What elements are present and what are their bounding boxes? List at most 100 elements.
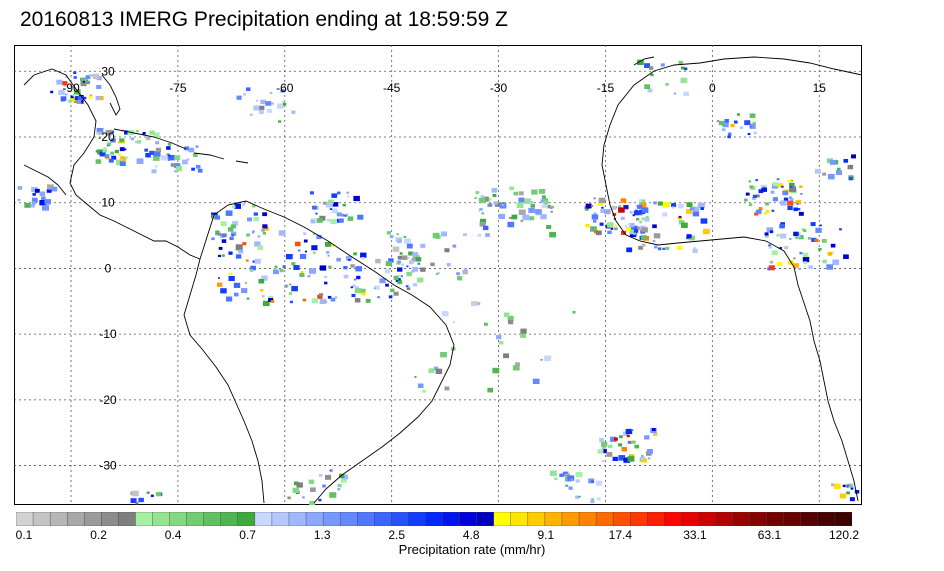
precip-cell: [614, 437, 618, 441]
precip-cell: [787, 179, 792, 183]
precip-cell: [268, 295, 274, 300]
precip-cell: [632, 214, 636, 217]
precip-cell: [779, 223, 785, 229]
precip-cell: [227, 227, 234, 232]
precip-cell: [220, 221, 227, 227]
precip-cell: [310, 487, 316, 492]
precip-cell: [744, 120, 751, 126]
precip-cell: [657, 247, 662, 251]
precip-cell: [300, 271, 304, 274]
colorbar-title: Precipitation rate (mm/hr): [398, 542, 546, 557]
cuba: [113, 128, 187, 150]
precip-cell: [117, 141, 120, 144]
precip-cell: [762, 186, 766, 189]
precip-cell: [618, 207, 625, 213]
precip-cell: [634, 444, 640, 449]
precip-cell: [796, 203, 799, 205]
precip-cell: [249, 113, 253, 116]
precip-cell: [167, 159, 170, 161]
precip-cell: [233, 292, 239, 297]
precip-cell: [246, 233, 251, 237]
precip-cell: [818, 248, 822, 251]
precip-cell: [739, 126, 744, 129]
precip-cell: [770, 190, 775, 194]
precip-cell: [629, 229, 636, 235]
precip-cell: [325, 474, 332, 480]
precip-cell: [195, 164, 201, 169]
precip-cell: [842, 484, 846, 488]
precip-cell: [70, 97, 76, 102]
precip-cell: [550, 207, 553, 210]
precip-cell: [85, 75, 91, 80]
precip-cell: [42, 205, 49, 211]
colorbar-tick-9: 33.1: [683, 528, 707, 542]
precip-cell: [789, 186, 796, 192]
precip-cell: [352, 284, 356, 288]
precip-cell: [310, 220, 315, 224]
precip-cell: [444, 386, 450, 391]
precip-cell: [406, 271, 412, 277]
precip-cell: [626, 247, 633, 253]
precip-cell: [631, 440, 636, 444]
precip-cell: [479, 221, 486, 227]
precip-cell: [681, 222, 688, 228]
colorbar-swatch-4: [84, 512, 102, 526]
precip-cell: [789, 197, 794, 202]
precip-cell: [585, 208, 589, 211]
precip-cell: [488, 203, 493, 207]
precip-cell: [309, 500, 316, 505]
precip-cell: [529, 216, 535, 221]
precip-cell: [346, 191, 349, 194]
precip-cell: [361, 257, 365, 260]
precip-cell: [793, 207, 798, 212]
precip-cell: [64, 84, 68, 87]
precip-cell: [116, 159, 124, 166]
precip-cell: [660, 63, 665, 67]
precip-cell: [689, 207, 695, 211]
precip-cell: [278, 230, 286, 236]
precip-cell: [214, 215, 220, 220]
precip-cell: [218, 246, 223, 250]
precip-cell: [724, 119, 729, 123]
colorbar-swatch-16: [288, 512, 307, 526]
precip-cell: [73, 71, 77, 75]
precip-cell: [829, 160, 836, 165]
precip-cell: [326, 218, 331, 222]
precip-cell: [85, 79, 89, 82]
precip-cell: [395, 278, 401, 283]
precip-cell: [777, 183, 783, 188]
precip-cell: [77, 96, 83, 101]
precip-cell: [575, 495, 580, 499]
precip-cell: [97, 131, 102, 135]
precip-cell: [789, 182, 795, 188]
precip-cell: [293, 265, 300, 270]
precip-cell: [441, 311, 449, 317]
precip-cell: [590, 226, 597, 232]
precip-cell: [662, 202, 670, 208]
precip-cell: [254, 258, 261, 264]
precip-cell: [254, 241, 261, 247]
precip-cell: [328, 265, 332, 269]
precip-cell: [315, 212, 318, 215]
precip-cell: [644, 217, 650, 222]
precip-cell: [652, 224, 657, 229]
precip-cell: [482, 196, 489, 202]
precip-cell: [641, 235, 647, 240]
precip-cell: [131, 490, 139, 497]
precip-cell: [435, 368, 443, 374]
precip-cell: [641, 458, 647, 463]
colorbar: [16, 512, 852, 526]
precip-cell: [644, 63, 651, 68]
precip-cell: [226, 296, 233, 302]
precip-cell: [625, 225, 628, 228]
precip-cell: [393, 275, 399, 280]
precip-cell: [232, 221, 239, 226]
precip-cell: [780, 233, 787, 239]
precip-cell: [331, 193, 338, 198]
precip-cell: [86, 80, 91, 84]
south-america-coast: [199, 200, 455, 504]
precip-cell: [745, 192, 750, 196]
precip-cell: [499, 341, 504, 345]
precip-cell: [280, 89, 285, 93]
precip-cell: [89, 95, 93, 99]
